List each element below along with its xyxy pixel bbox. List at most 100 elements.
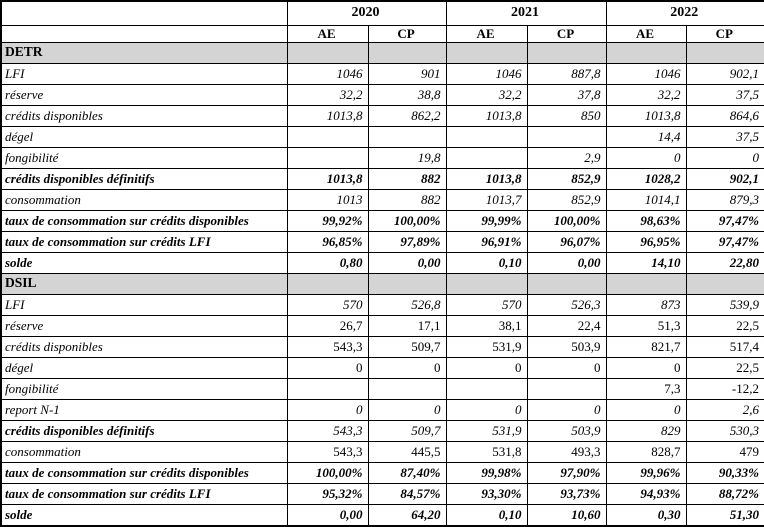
value-cell: 0 [685,147,764,169]
row-label: crédits disponibles [0,105,288,127]
value-cell: 509,7 [367,420,447,442]
value-cell: 38,1 [445,315,528,337]
value-cell: 0 [286,399,369,421]
row-label: consommation [0,441,288,463]
table-row: solde 0,00 64,20 0,10 10,60 0,30 51,30 [0,504,764,527]
value-cell: 1046 [445,63,528,85]
value-cell: 7,3 [605,378,687,400]
col-header-cp: CP [685,25,764,43]
row-label: solde [0,252,288,274]
row-label: crédits disponibles [0,336,288,358]
value-cell [286,378,369,400]
value-cell [526,126,607,148]
value-cell: 37,8 [526,84,607,106]
value-cell: 445,5 [367,441,447,463]
value-cell: 570 [445,294,528,316]
value-cell: 1013,8 [605,105,687,127]
value-cell: 479 [685,441,764,463]
section-header-cell [445,273,528,295]
value-cell: 850 [526,105,607,127]
value-cell: 0,10 [445,252,528,274]
value-cell: 1013,8 [286,105,369,127]
value-cell [445,126,528,148]
value-cell: 32,2 [605,84,687,106]
table-row: dégel 0 0 0 0 0 22,5 [0,357,764,379]
value-cell [286,147,369,169]
row-label: fongibilité [0,147,288,169]
row-label: crédits disponibles définitifs [0,420,288,442]
value-cell: 99,99% [445,210,528,232]
value-cell: 99,98% [445,462,528,484]
row-label: dégel [0,357,288,379]
value-cell: 99,92% [286,210,369,232]
value-cell: 543,3 [286,420,369,442]
value-cell: 38,8 [367,84,447,106]
section-header-cell [445,42,528,64]
col-header-cp: CP [367,25,447,43]
section-header-cell [685,273,764,295]
value-cell: 2,6 [685,399,764,421]
value-cell: 97,47% [685,231,764,253]
corner-cell-top [0,0,288,26]
value-cell: 17,1 [367,315,447,337]
value-cell: 0 [526,357,607,379]
value-cell [367,378,447,400]
table-row: consommation 1013 882 1013,7 852,9 1014,1 879,… [0,189,764,211]
value-cell: 14,10 [605,252,687,274]
value-cell: 14,4 [605,126,687,148]
row-label: report N-1 [0,399,288,421]
row-label: taux de consommation sur crédits disponi… [0,210,288,232]
value-cell: 570 [286,294,369,316]
subheader-row: AE CP AE CP AE CP [0,25,764,43]
year-header-2021: 2021 [445,0,607,26]
value-cell: 1046 [605,63,687,85]
row-label: crédits disponibles définitifs [0,168,288,190]
row-label: taux de consommation sur crédits disponi… [0,462,288,484]
table-row: LFI 1046 901 1046 887,8 1046 902,1 [0,63,764,85]
value-cell: 526,8 [367,294,447,316]
value-cell: 1046 [286,63,369,85]
value-cell: 1013,8 [445,168,528,190]
table-row: réserve 32,2 38,8 32,2 37,8 32,2 37,5 [0,84,764,106]
row-label: solde [0,504,288,527]
value-cell: 100,00% [286,462,369,484]
value-cell: 0 [367,357,447,379]
table-row: crédits disponibles définitifs 543,3 509,7… [0,420,764,442]
value-cell: 26,7 [286,315,369,337]
value-cell: 0,00 [526,252,607,274]
section-header-cell [367,42,447,64]
value-cell: 503,9 [526,336,607,358]
section-header-cell [605,42,687,64]
value-cell: 99,96% [605,462,687,484]
value-cell: 0 [286,357,369,379]
value-cell: 821,7 [605,336,687,358]
value-cell [526,378,607,400]
value-cell: 51,3 [605,315,687,337]
section-header-cell [286,42,369,64]
value-cell: 0,10 [445,504,528,527]
value-cell: -12,2 [685,378,764,400]
value-cell: 902,1 [685,63,764,85]
value-cell: 852,9 [526,189,607,211]
table-row: réserve 26,7 17,1 38,1 22,4 51,3 22,5 [0,315,764,337]
section-header-cell [286,273,369,295]
value-cell: 901 [367,63,447,85]
value-cell: 0 [605,147,687,169]
value-cell: 1013,7 [445,189,528,211]
value-cell: 10,60 [526,504,607,527]
section-header-cell [605,273,687,295]
col-header-cp: CP [526,25,607,43]
value-cell: 0 [445,399,528,421]
value-cell: 32,2 [445,84,528,106]
table-row: dégel 14,4 37,5 [0,126,764,148]
value-cell: 539,9 [685,294,764,316]
corner-cell-sub [0,25,288,43]
value-cell: 90,33% [685,462,764,484]
value-cell: 97,90% [526,462,607,484]
table-row: fongibilité 7,3 -12,2 [0,378,764,400]
value-cell: 2,9 [526,147,607,169]
value-cell: 64,20 [367,504,447,527]
value-cell: 862,2 [367,105,447,127]
table-row: crédits disponibles 1013,8 862,2 1013,8 850 1… [0,105,764,127]
